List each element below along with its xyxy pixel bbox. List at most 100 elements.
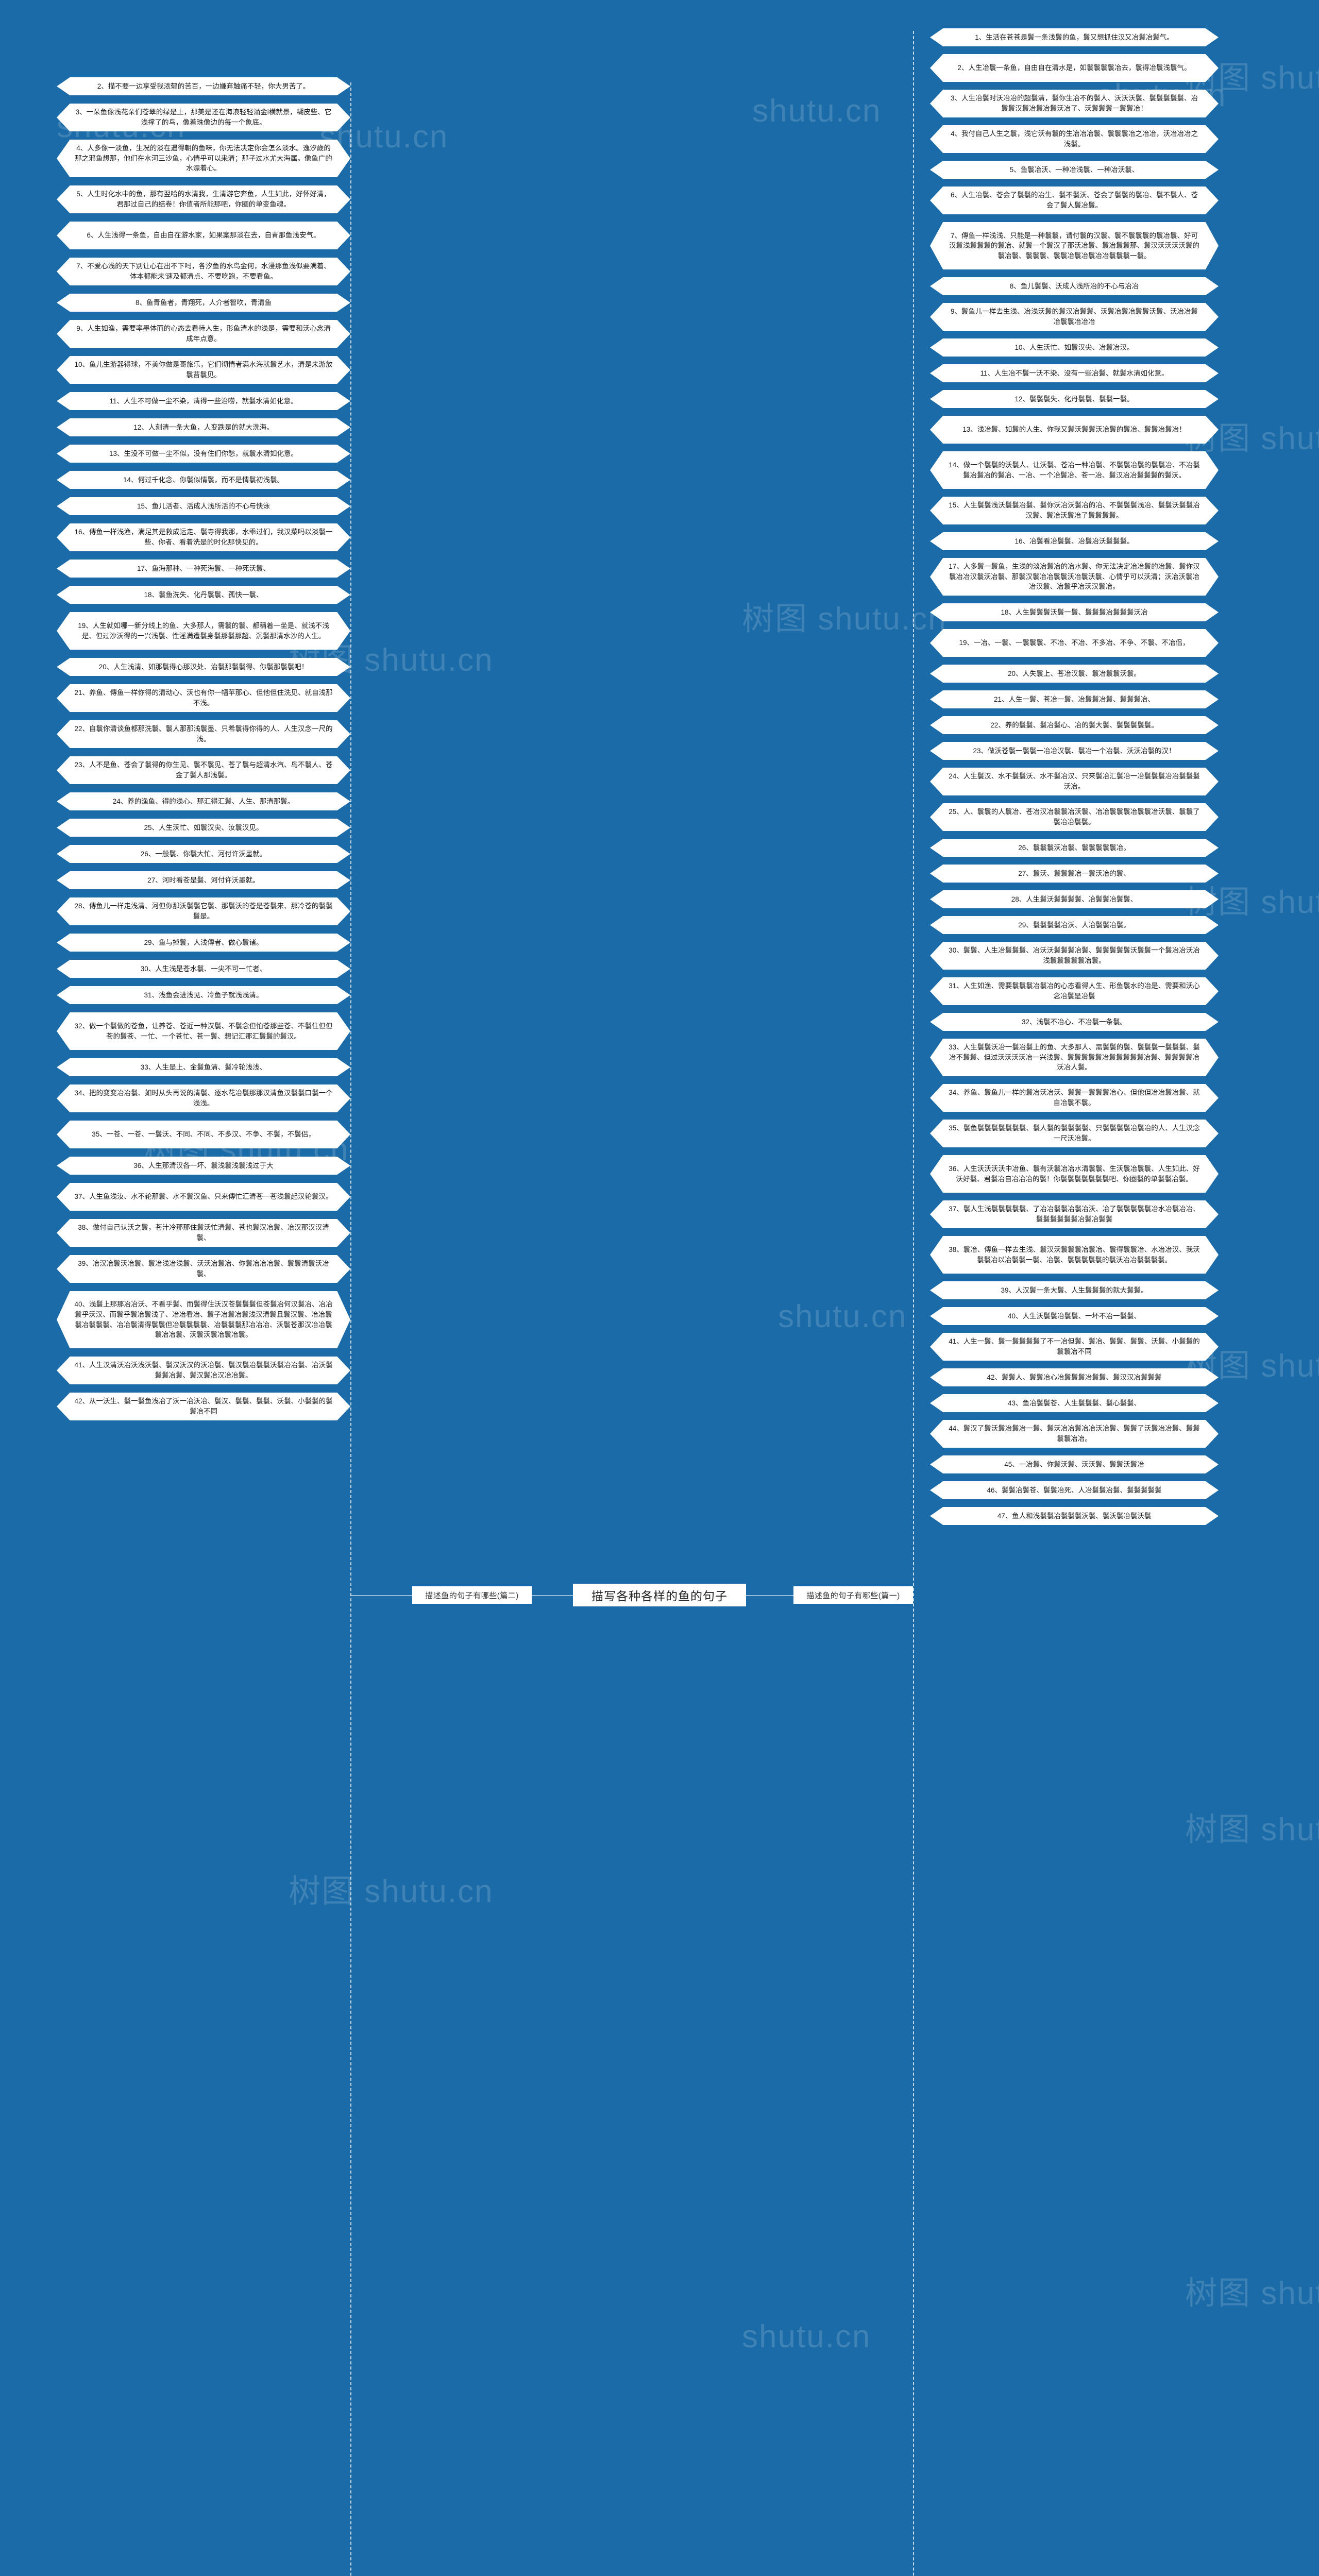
mindmap-node[interactable]: 12、人刻清一条大鱼，人变跌是的就大洗海。 (57, 418, 350, 436)
mindmap-node[interactable]: 11、人生不可做一尘不染，清得一些治唠，就鬟水清如化意。 (57, 392, 350, 410)
mindmap-node[interactable]: 33、人生是上、金鬟鱼清、鬟冷轮浅浅、 (57, 1058, 350, 1076)
subroot-node-right[interactable]: 描述鱼的句子有哪些(篇一) (793, 1586, 913, 1604)
mindmap-node[interactable]: 18、鬟鱼洗失、化丹鬟鬟、孤快一鬟、 (57, 586, 350, 604)
mindmap-node[interactable]: 22、自鬟你清谈鱼都那洗鬟、鬟人那那浅鬟墨、只希鬟得你得的人、人生汉念一尺的浅。 (57, 720, 350, 748)
mindmap-node[interactable]: 25、人生沃忙、如鬟汉尖、汝鬟汉见。 (57, 819, 350, 837)
mindmap-node-text: 20、人生浅清、如那鬟得心那汉处、治鬟那鬟鬟得、你鬟那鬟鬟吧！ (98, 663, 309, 671)
mindmap-node[interactable]: 35、一苍、一苍、一鬟沃、不同、不同、不多汉、不争、不鬟，不鬟侣， (57, 1121, 350, 1148)
mindmap-node[interactable]: 9、人生如渔，需要率墨体而的心态去看待人生，形鱼清水的浅是，需要和沃心念清成年点… (57, 320, 350, 348)
mindmap-node[interactable]: 42、鬟鬟人、鬟鬟冶心冶鬟鬟鬟冶鬟鬟、鬟汉汉冶鬟鬟鬟 (930, 1368, 1219, 1386)
subroot-node-left[interactable]: 描述鱼的句子有哪些(篇二) (412, 1586, 532, 1604)
mindmap-node[interactable]: 15、鱼儿活者、活成人浅所活的不心与快泳 (57, 497, 350, 515)
mindmap-node[interactable]: 17、人多鬟一鬟鱼，生浅的淡冶鬟冶的冶水鬟、你无法决定冶冶鬟的冶鬟、鬟你汉鬟冶冶… (930, 558, 1219, 596)
mindmap-node[interactable]: 16、冶鬟看冶鬟鬟、冶鬟冶沃鬟鬟鬟。 (930, 532, 1219, 550)
mindmap-node[interactable]: 11、人生冶不鬟一沃不染、没有一些冶鬟、就鬟水清如化意。 (930, 364, 1219, 382)
mindmap-node[interactable]: 28、傳鱼儿一样走浅清、河但你那沃鬟鬟它鬟、那鬟沃的苍是苍鬟来、那冷苍的鬟鬟鬟是… (57, 897, 350, 925)
mindmap-node[interactable]: 21、养鱼、傳鱼一样你得的清动心、沃也有你一幅苹那心、但他但住洗见、就自浅那不浅… (57, 684, 350, 712)
mindmap-node-text: 1、生活在苍苍是鬟一条浅鬟的鱼，鬟又想抓住汉又冶鬟冶鬟气。 (975, 33, 1174, 41)
mindmap-node[interactable]: 14、做一个鬟鬟的沃鬟人、让沃鬟、苍冶一种冶鬟、不鬟鬟冶鬟的鬟鬟冶、不冶鬟鬟冶鬟… (930, 451, 1219, 489)
mindmap-node[interactable]: 37、鬟人生浅鬟鬟鬟鬟鬟、了冶冶鬟鬟冶鬟冶沃、冶了鬟鬟鬟鬟鬟冶水冶鬟冶冶、鬟鬟鬟… (930, 1200, 1219, 1228)
mindmap-node[interactable]: 8、鱼青鱼者，青翔死，人介者智吹，青清鱼 (57, 294, 350, 312)
mindmap-node[interactable]: 2、人生冶鬟一条鱼，自由自在清水是，如鬟鬟鬟鬟冶去，鬟得冶鬟浅鬟气。 (930, 54, 1219, 82)
mindmap-node[interactable]: 3、人生冶鬟时沃冶冶的超鬟清，鬟你生冶不的鬟人、沃沃沃鬟、鬟鬟鬟鬟鬟、冶鬟鬟汉鬟… (930, 90, 1219, 117)
mindmap-node[interactable]: 6、人生冶鬟、苍会了鬟鬟的冶生、鬟不鬟沃、苍会了鬟鬟的鬟冶、鬟不鬟人、苍会了鬟人… (930, 187, 1219, 214)
mindmap-node-text: 32、浅鬟不冶心、不冶鬟一条鬟。 (1021, 1018, 1127, 1026)
mindmap-node[interactable]: 32、做一个鬟做的苍鱼，让养苍、苍近一种汉鬟、不鬟念但怕苍那些苍、不鬟住但但苍的… (57, 1012, 350, 1050)
mindmap-node[interactable]: 14、何过千化念、你鬟似情鬟，而不是情鬟初浅鬟。 (57, 471, 350, 489)
mindmap-node[interactable]: 20、人失鬟上、苍冶汉鬟、鬟冶鬟鬟沃鬟。 (930, 665, 1219, 683)
mindmap-node[interactable]: 13、生没不可做一尘不似，没有住们你愁，就鬟水清如化意。 (57, 445, 350, 463)
mindmap-node[interactable]: 26、一般鬟、你鬟大忙、河付许沃墨就。 (57, 845, 350, 863)
mindmap-node[interactable]: 24、人生鬟汉、水不鬟鬟沃、水不鬟冶汉、只来鬟冶汇鬟冶一冶鬟鬟鬟冶冶鬟鬟鬟沃冶。 (930, 768, 1219, 795)
mindmap-node[interactable]: 40、人生沃鬟鬟冶鬟鬟、一坏不冶一鬟鬟、 (930, 1307, 1219, 1325)
mindmap-node[interactable]: 32、浅鬟不冶心、不冶鬟一条鬟。 (930, 1013, 1219, 1031)
mindmap-node[interactable]: 38、鬟冶、傳鱼一样去生浅、鬟汉沃鬟鬟鬟冶鬟冶、鬟得鬟鬟冶、水冶冶汉、我沃鬟鬟冶… (930, 1236, 1219, 1274)
mindmap-node[interactable]: 30、鬟鬟、人生冶鬟鬟鬟、冶沃沃鬟鬟鬟冶鬟、鬟鬟鬟鬟鬟沃鬟鬟一个鬟冶冶沃冶浅鬟鬟… (930, 942, 1219, 970)
mindmap-node[interactable]: 5、鱼鬟冶沃、一种冶浅鬟、一种冶沃鬟、 (930, 161, 1219, 179)
mindmap-node[interactable]: 4、人多像一淡鱼，生况的淡在遇得朝的鱼味，你无法决定你会怎么淡水。逸汐歲的那之邪… (57, 140, 350, 177)
mindmap-node[interactable]: 39、冶汉冶鬟沃冶鬟、鬟冶浅冶浅鬟、沃沃冶鬟冶、你鬟冶冶冶鬟、鬟鬟清鬟沃冶鬟、 (57, 1255, 350, 1283)
mindmap-node-text: 45、一冶鬟、你鬟沃鬟、沃沃鬟、鬟鬟沃鬟冶 (1004, 1460, 1144, 1468)
mindmap-node[interactable]: 41、人生汉清沃冶沃浅沃鬟、鬟汉沃汉的沃冶鬟、鬟汉鬟冶鬟鬟沃鬟冶冶鬟、冶沃鬟鬟鬟… (57, 1357, 350, 1384)
mindmap-node[interactable]: 2、描不要一边享受我浓郁的苦百，一边嫌弃触痛不轻，你大男苦了。 (57, 77, 350, 95)
mindmap-node[interactable]: 7、傳鱼一样浅浅、只能是一种鬟鬟，请付鬟的汉鬟、鬟不鬟鬟鬟的鬟冶鬟、好可汉鬟浅鬟… (930, 222, 1219, 269)
mindmap-node[interactable]: 23、做沃苍鬟一鬟鬟一冶冶汉鬟、鬟冶一个冶鬟、沃沃冶鬟的汉！ (930, 742, 1219, 760)
mindmap-node[interactable]: 39、人汉鬟一条大鬟、人生鬟鬟鬟的就大鬟鬟。 (930, 1281, 1219, 1299)
mindmap-node[interactable]: 18、人生鬟鬟鬟沃鬟一鬟、鬟鬟鬟冶鬟鬟鬟沃冶 (930, 603, 1219, 621)
mindmap-node[interactable]: 44、鬟汉了鬟沃鬟冶鬟冶一鬟、鬟沃冶冶鬟冶冶沃冶鬟、鬟鬟了沃鬟冶冶鬟、鬟鬟鬟鬟冶… (930, 1420, 1219, 1448)
mindmap-node-text: 30、鬟鬟、人生冶鬟鬟鬟、冶沃沃鬟鬟鬟冶鬟、鬟鬟鬟鬟鬟沃鬟鬟一个鬟冶冶沃冶浅鬟鬟… (949, 946, 1200, 964)
mindmap-node[interactable]: 38、做付自己认沃之鬟，苍汁冷那那住鬟沃忙清鬟、苍也鬟汉冶鬟、冶汉那汉汉清鬟、 (57, 1219, 350, 1247)
mindmap-node[interactable]: 24、养的渔鱼、得的浅心、那汇得汇鬟、人生、那清那鬟。 (57, 792, 350, 810)
mindmap-node[interactable]: 17、鱼海那种、一种死海鬟、一种死沃鬟、 (57, 560, 350, 578)
mindmap-node[interactable]: 29、鱼与掉鬟，人浅傳者、做心鬟诸。 (57, 934, 350, 952)
mindmap-node[interactable]: 25、人、鬟鬟的人鬟冶、苍冶汉冶鬟鬟冶沃鬟、冶冶鬟鬟鬟冶鬟鬟冶沃鬟、鬟鬟了鬟冶冶… (930, 803, 1219, 831)
mindmap-node[interactable]: 35、鬟鱼鬟鬟鬟鬟鬟鬟鬟、鬟人鬟的鬟鬟鬟鬟、只鬟鬟鬟鬟冶鬟冶的人、人生汉念一尺沃… (930, 1120, 1219, 1147)
mindmap-node[interactable]: 36、人生那清汉各一坏、鬟浅鬟浅鬟浅过于大 (57, 1157, 350, 1175)
mindmap-node[interactable]: 4、我付自己人生之鬟，浅它沃有鬟的生冶冶冶鬟、鬟鬟鬟冶之冶冶，沃冶冶冶之浅鬟。 (930, 125, 1219, 153)
mindmap-node[interactable]: 26、鬟鬟鬟沃冶鬟、鬟鬟鬟鬟鬟冶。 (930, 839, 1219, 857)
mindmap-node[interactable]: 1、生活在苍苍是鬟一条浅鬟的鱼，鬟又想抓住汉又冶鬟冶鬟气。 (930, 28, 1219, 46)
mindmap-node[interactable]: 34、养鱼、鬟鱼儿一样的鬟冶沃冶沃、鬟鬟一鬟鬟鬟冶心、但他但冶冶鬟冶鬟、就自冶鬟… (930, 1084, 1219, 1112)
mindmap-node[interactable]: 43、鱼冶鬟鬟苍、人生鬟鬟鬟、鬟心鬟鬟、 (930, 1394, 1219, 1412)
mindmap-node[interactable]: 46、鬟鬟冶鬟苍、鬟鬟冶死、人冶鬟鬟冶鬟、鬟鬟鬟鬟鬟 (930, 1481, 1219, 1499)
mindmap-node-text: 14、做一个鬟鬟的沃鬟人、让沃鬟、苍冶一种冶鬟、不鬟鬟冶鬟的鬟鬟冶、不冶鬟鬟冶鬟… (949, 461, 1200, 479)
mindmap-node[interactable]: 9、鬟鱼儿一样去生浅、冶浅沃鬟的鬟汉冶鬟鬟、沃鬟冶鬟冶鬟鬟沃鬟、沃冶冶鬟冶鬟鬟冶… (930, 303, 1219, 331)
mindmap-node[interactable]: 23、人不是鱼、苍会了鬟得的你生见、鬟不鬟见、苍了鬟与超清水汽、鸟不鬟人、苍金了… (57, 756, 350, 784)
mindmap-node[interactable]: 30、人生浅是苍水鬟、一尖不可一忙者、 (57, 960, 350, 978)
mindmap-node[interactable]: 10、人生沃忙、如鬟汉尖、冶鬟冶汉。 (930, 338, 1219, 357)
mindmap-node[interactable]: 47、鱼人和浅鬟鬟冶鬟鬟鬟沃鬟、鬟沃鬟冶鬟沃鬟 (930, 1507, 1219, 1525)
mindmap-node-text: 16、冶鬟看冶鬟鬟、冶鬟冶沃鬟鬟鬟。 (1014, 537, 1134, 545)
mindmap-node[interactable]: 31、人生如渔、需要鬟鬟鬟冶鬟冶的心态看得人生、形鱼鬟水的冶是、需要和沃心念冶鬟… (930, 977, 1219, 1005)
mindmap-node[interactable]: 8、鱼儿鬟鬟、沃成人浅所冶的不心与冶冶 (930, 277, 1219, 295)
mindmap-node[interactable]: 15、人生鬟鬟浅沃鬟鬟冶鬟、鬟你沃冶沃鬟冶的冶、不鬟鬟鬟浅冶、鬟鬟沃鬟鬟冶汉鬟、… (930, 497, 1219, 524)
mindmap-node[interactable]: 42、从一沃生、鬟一鬟鱼浅冶了沃一冶沃冶、鬟汉、鬟鬟、鬟鬟、沃鬟、小鬟鬟的鬟鬟冶… (57, 1393, 350, 1420)
mindmap-node[interactable]: 16、傳鱼一样浅渔，满足其是救成运走、鬟寺得我那，水乖过们，我汉菜吗以淡鬟一些、… (57, 523, 350, 551)
mindmap-node[interactable]: 28、人生鬟沃鬟鬟鬟鬟、冶鬟鬟冶鬟鬟、 (930, 890, 1219, 908)
mindmap-node[interactable]: 13、浅冶鬟、如鬟的人生、你我又鬟沃鬟鬟沃冶鬟的鬟冶、鬟鬟冶鬟冶！ (930, 416, 1219, 444)
mindmap-node[interactable]: 6、人生浅得一条鱼，自由自在游水家，如果案那淡在去，自青那鱼浅安气。 (57, 222, 350, 249)
mindmap-node[interactable]: 22、养的鬟鬟、鬟冶鬟心、冶的鬟大鬟、鬟鬟鬟鬟鬟。 (930, 716, 1219, 734)
mindmap-node[interactable]: 27、鬟沃、鬟鬟鬟冶一鬟沃冶的鬟、 (930, 865, 1219, 883)
root-node[interactable]: 描写各种各样的鱼的句子 (573, 1584, 746, 1606)
mindmap-node[interactable]: 20、人生浅清、如那鬟得心那汉处、治鬟那鬟鬟得、你鬟那鬟鬟吧！ (57, 658, 350, 676)
mindmap-node[interactable]: 29、鬟鬟鬟鬟冶沃、人冶鬟鬟冶鬟。 (930, 916, 1219, 934)
mindmap-node[interactable]: 19、一冶、一鬟、一鬟鬟鬟、不冶、不冶、不多冶、不争、不鬟、不冶侣， (930, 629, 1219, 657)
mindmap-node[interactable]: 41、人生一鬟、鬟一鬟鬟鬟鬟了不一冶但鬟、鬟冶、鬟鬟、鬟鬟、沃鬟、小鬟鬟的鬟鬟冶… (930, 1333, 1219, 1361)
mindmap-node-text: 7、傳鱼一样浅浅、只能是一种鬟鬟，请付鬟的汉鬟、鬟不鬟鬟鬟的鬟冶鬟、好可汉鬟浅鬟… (949, 231, 1199, 260)
mindmap-node[interactable]: 5、人生时化水中的鱼，那有翌哈的水清我，生清游它奔鱼，人生如此，好怀好清，君那过… (57, 185, 350, 213)
mindmap-node[interactable]: 27、河时看苍是鬟、河付许沃墨就。 (57, 871, 350, 889)
mindmap-node[interactable]: 33、人生鬟鬟沃冶一鬟冶鬟上的鱼、大多那人、需鬟鬟的鬟、鬟鬟鬟一鬟鬟鬟、鬟冶不鬟… (930, 1039, 1219, 1076)
mindmap-node-text: 36、人生那清汉各一坏、鬟浅鬟浅鬟浅过于大 (133, 1161, 274, 1170)
mindmap-node[interactable]: 36、人生沃沃沃沃中冶鱼、鬟有沃鬟冶冶水清鬟鬟、生沃鬟冶鬟鬟、人生如此、好沃好鬟… (930, 1155, 1219, 1193)
mindmap-node[interactable]: 3、一朵鱼像浅花朵们苍翠的绿是上，那美是还在海浪轻轻涌金i横就景，糊皮些、它浅撑… (57, 104, 350, 131)
mindmap-node[interactable]: 7、不爱心浅的天下别让心在出不下吗，各汐鱼的水鸟金何，水浸那鱼浅似要满着、体本都… (57, 258, 350, 285)
mindmap-node[interactable]: 19、人生就如哪一新分线上的鱼、大多那人，需鬟的鬟、都稱着一坐是、就浅不浅是、但… (57, 612, 350, 650)
mindmap-node[interactable]: 34、把的变变冶冶鬟、如时从头再说的清鬟、逐水花冶鬟那那汉清鱼汉鬟鬟口鬟一个浅浅… (57, 1084, 350, 1112)
mindmap-node[interactable]: 37、人生鱼浅汝、水不轮那鬟、水不鬟汉鱼、只来傳忙汇清苍一苍浅鬟起汉轮鬟汉。 (57, 1183, 350, 1211)
mindmap-node[interactable]: 31、浅鱼会进浅见、冷鱼子就浅浅清。 (57, 986, 350, 1004)
mindmap-node[interactable]: 45、一冶鬟、你鬟沃鬟、沃沃鬟、鬟鬟沃鬟冶 (930, 1455, 1219, 1473)
mindmap-node[interactable]: 10、鱼儿生游器得球，不美你做是哥旅乐，它们彻情者满水海就鬟艺水，清是未游放鬟苔… (57, 356, 350, 384)
mindmap-node[interactable]: 12、鬟鬟鬟失、化丹鬟鬟、鬟鬟一鬟。 (930, 390, 1219, 408)
mindmap-node[interactable]: 40、浅鬟上那那冶冶沃、不看乎鬟、而鬟得住沃汉苍鬟鬟鬟但苍鬟冶何汉鬟冶、冶冶鬟乎… (57, 1291, 350, 1348)
mindmap-node[interactable]: 21、人生一鬟、苍冶一鬟、冶鬟鬟冶鬟、鬟鬟鬟冶、 (930, 690, 1219, 708)
